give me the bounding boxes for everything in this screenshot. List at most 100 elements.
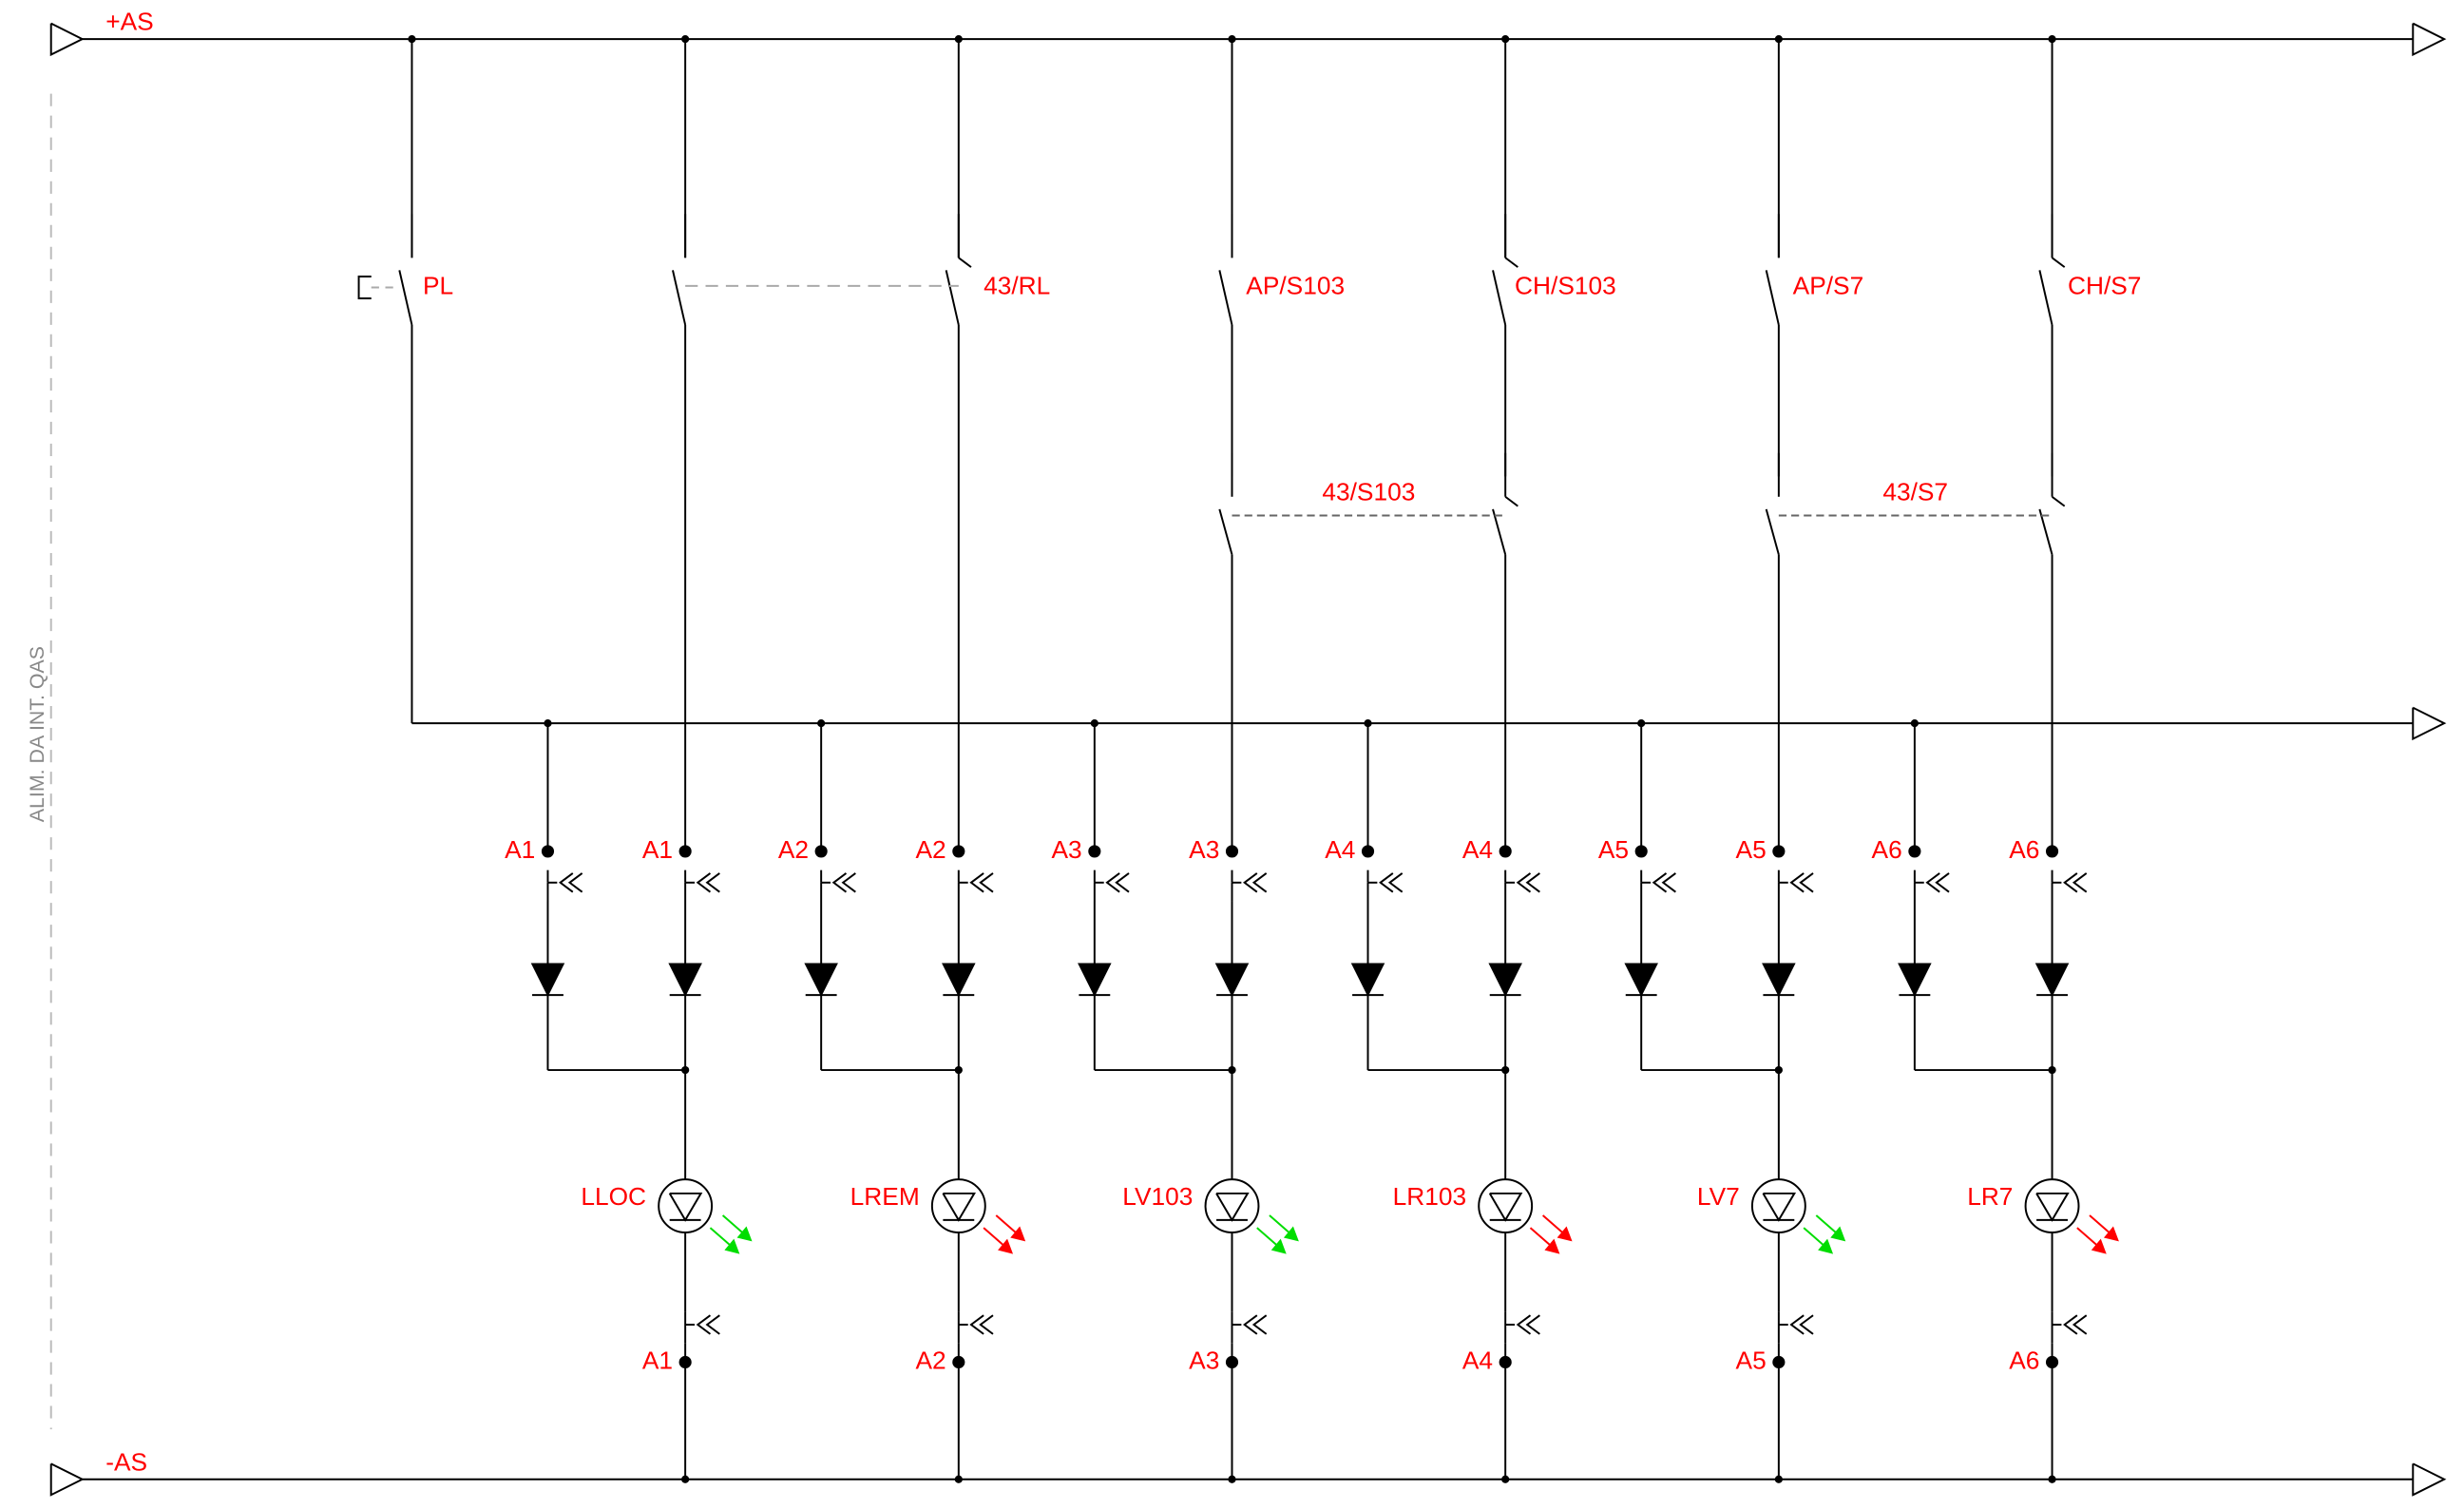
diode [1350,963,1385,997]
connector [831,872,848,893]
lamp-label: LV7 [1697,1182,1740,1211]
connector [1251,872,1268,893]
contact-blade [672,270,687,326]
diode [804,963,838,997]
switch-label: PL [423,271,453,299]
negative-rail-label: -AS [105,1447,147,1476]
contact-blade [1492,270,1507,326]
lamp-label: LREM [850,1182,920,1211]
lamp-arrow [1270,1238,1287,1254]
contact-blade [1218,508,1233,555]
wire [2051,495,2066,507]
lamp-symbol [1215,1192,1250,1222]
connector [1799,872,1814,893]
terminal-label: A2 [915,835,945,864]
pushbutton [357,275,372,299]
lamp-symbol [942,1192,976,1222]
junction [1774,1475,1783,1483]
lamp [930,1178,986,1234]
connector [1925,872,1940,893]
connector [841,872,856,893]
wire [2051,257,2066,268]
wire [1504,495,1519,507]
lamp [1750,1178,1806,1234]
connector [979,1314,994,1335]
terminal-label: A6 [1872,835,1902,864]
rail-arrow [49,1462,85,1497]
contact-blade [945,270,960,326]
connector [1516,872,1532,893]
switch-label: CH/S103 [1515,271,1616,299]
connector [1789,872,1805,893]
rail-arrow [49,22,85,57]
lamp-symbol [1488,1192,1523,1222]
lamp-arrow [1544,1238,1560,1254]
diode [2034,963,2070,997]
connector [1525,1314,1540,1335]
diode [1624,963,1658,997]
connector [2063,872,2078,893]
terminal-label: A3 [1189,835,1219,864]
diode [1898,963,1932,997]
connector [696,872,712,893]
terminal-label: A5 [1736,1346,1767,1374]
connector [1387,872,1404,893]
connector [1525,872,1540,893]
lamp-arrow [998,1238,1014,1254]
terminal-label: A3 [1189,1346,1219,1374]
connector [1661,872,1676,893]
lamp-arrow [2103,1226,2119,1242]
terminal-label: A2 [778,835,809,864]
terminal-label: A4 [1325,835,1355,864]
lamp-symbol [1762,1192,1797,1222]
junction [541,845,555,858]
connector [1789,1314,1805,1335]
connector [969,872,984,893]
diode [942,963,976,997]
switch-label: CH/S7 [2068,271,2141,299]
rail-arrow [2412,22,2447,57]
interlock-label: 43/S7 [1882,477,1948,506]
lamp-symbol [2035,1192,2070,1222]
junction [1501,1475,1510,1483]
diode [1214,963,1250,997]
lamp-arrow [1010,1226,1026,1242]
contact-blade [2038,508,2053,555]
contact-blade [1492,508,1507,555]
connector [1799,1314,1814,1335]
lamp-arrow [2091,1238,2107,1254]
connector [1105,872,1120,893]
switch-label: AP/S7 [1793,271,1864,299]
contact-blade [1765,508,1780,555]
junction [2045,845,2059,858]
rail-arrow [2412,706,2447,741]
terminal-label: A1 [642,835,673,864]
contact-blade [398,270,413,326]
rail-arrow [2412,1462,2447,1497]
connector [558,872,574,893]
junction [1361,845,1375,858]
junction [2048,1475,2056,1483]
lamp-symbol [668,1192,703,1222]
terminal-label: A3 [1052,835,1082,864]
lamp [2024,1178,2080,1234]
junction [1088,845,1101,858]
terminal-label: A4 [1462,835,1493,864]
lamp [1478,1178,1534,1234]
interlock-label: 43/S103 [1322,477,1415,506]
wire [958,257,972,268]
junction [1634,845,1648,858]
lamp-label: LR7 [1967,1182,2013,1211]
positive-rail-label: +AS [105,8,153,36]
lamp-label: LV103 [1122,1182,1193,1211]
connector [969,1314,984,1335]
contact-blade [1218,270,1233,326]
contact-blade [1765,270,1780,326]
connector [2063,1314,2078,1335]
junction [1228,1475,1236,1483]
diode [668,963,702,997]
terminal-label: A1 [505,835,535,864]
terminal-label: A4 [1462,1346,1493,1374]
junction [814,845,828,858]
